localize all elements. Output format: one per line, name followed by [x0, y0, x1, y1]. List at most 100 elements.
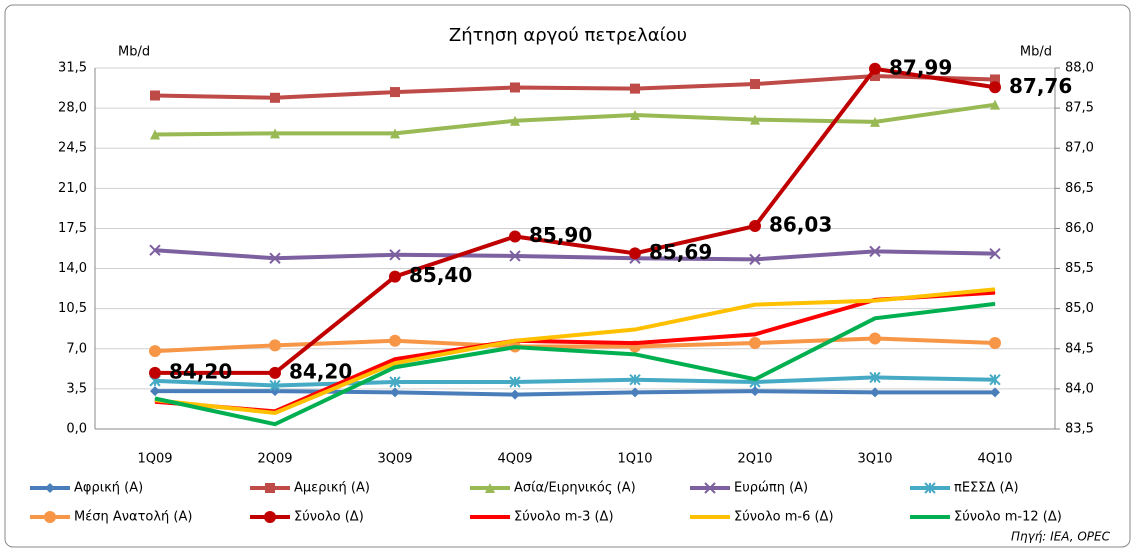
data-point — [509, 250, 521, 262]
data-point — [749, 253, 761, 266]
legend-marker — [924, 482, 936, 494]
y2-tick-label: 84,5 — [1065, 341, 1094, 356]
data-point — [514, 340, 516, 342]
data-label: 87,76 — [1009, 74, 1072, 98]
data-point — [869, 332, 881, 345]
y-tick-label: 24,5 — [58, 141, 87, 156]
y2-tick-label: 83,5 — [1065, 422, 1094, 437]
chart-title: Ζήτηση αργού πετρελαίου — [449, 25, 687, 46]
x-tick-label: 1Q09 — [137, 452, 172, 467]
data-point — [754, 304, 756, 306]
legend-marker — [265, 483, 275, 493]
data-point — [750, 114, 760, 125]
data-point — [634, 342, 636, 344]
legend-marker — [264, 511, 276, 523]
y-tick-label: 21,0 — [58, 181, 87, 196]
data-point — [630, 83, 640, 94]
data-label: 84,20 — [169, 359, 232, 383]
legend-label: Αμερική (Α) — [294, 481, 370, 496]
data-point — [634, 353, 636, 355]
legend-marker — [485, 483, 495, 493]
data-point — [990, 387, 1000, 398]
y-tick-label: 31,5 — [58, 61, 87, 76]
data-label: 87,99 — [889, 55, 952, 79]
data-point — [150, 386, 160, 397]
data-point — [994, 288, 996, 290]
data-label: 85,90 — [529, 223, 592, 247]
data-label: 85,69 — [649, 240, 712, 264]
legend-label: Σύνολο m-12 (Δ) — [954, 510, 1062, 525]
data-point — [149, 244, 161, 256]
data-point — [394, 362, 396, 364]
data-point — [390, 128, 400, 139]
series-line — [154, 336, 996, 354]
data-point — [389, 376, 401, 388]
data-point — [390, 87, 400, 98]
data-point — [150, 90, 160, 101]
series-line — [154, 74, 996, 100]
data-label: 84,20 — [289, 359, 352, 383]
legend-label: Σύνολο (Δ) — [294, 510, 364, 525]
data-label: 86,03 — [769, 213, 832, 237]
data-point — [269, 252, 281, 264]
legend-marker — [45, 483, 55, 493]
data-point — [994, 292, 996, 294]
data-point — [989, 247, 1001, 260]
y2-tick-label: 86,0 — [1065, 221, 1094, 236]
y2-tick-label: 85,0 — [1065, 301, 1094, 316]
data-point — [509, 230, 521, 243]
y-tick-label: 0,0 — [66, 422, 87, 437]
x-tick-label: 3Q09 — [377, 452, 412, 467]
data-point — [749, 220, 761, 233]
y-tick-label: 3,5 — [66, 381, 87, 396]
series-line — [154, 375, 996, 388]
data-point — [869, 62, 881, 75]
y2-tick-label: 87,5 — [1065, 101, 1094, 116]
data-point — [514, 346, 516, 348]
source: Πηγή: IEA, OPEC — [1011, 530, 1111, 544]
y2-tick-label: 84,0 — [1065, 381, 1094, 396]
data-point — [274, 412, 276, 414]
chart-frame — [4, 4, 1131, 548]
data-point — [390, 387, 400, 398]
x-tick-label: 2Q10 — [737, 452, 772, 467]
legend-label: πΕΣΣΔ (Α) — [954, 481, 1019, 496]
series-line — [154, 248, 996, 262]
legend-label: Σύνολο m-3 (Δ) — [514, 510, 614, 525]
data-point — [270, 92, 280, 103]
data-point — [149, 345, 161, 358]
data-point — [510, 389, 520, 400]
legend-label: Ευρώπη (Α) — [734, 481, 808, 496]
x-tick-label: 1Q10 — [617, 452, 652, 467]
data-point — [754, 378, 756, 380]
data-point — [269, 366, 281, 379]
x-tick-label: 3Q10 — [857, 452, 892, 467]
data-point — [389, 249, 401, 261]
data-point — [510, 115, 520, 126]
data-point — [270, 128, 280, 139]
data-point — [509, 376, 521, 388]
legend-marker — [44, 511, 56, 523]
y-tick-label: 17,5 — [58, 221, 87, 236]
data-point — [989, 374, 1001, 386]
data-point — [634, 329, 636, 331]
y2-tick-label: 86,5 — [1065, 181, 1094, 196]
data-point — [269, 339, 281, 352]
data-point — [994, 303, 996, 305]
legend-label: Μέση Ανατολή (Α) — [74, 510, 192, 525]
x-tick-label: 4Q09 — [497, 452, 532, 467]
data-point — [150, 129, 160, 140]
y-tick-label: 28,0 — [58, 101, 87, 116]
data-point — [869, 371, 881, 384]
legend-label: Ασία/Ειρηνικός (Α) — [514, 481, 636, 496]
y-tick-label: 7,0 — [66, 341, 87, 356]
y-tick-label: 14,0 — [58, 261, 87, 276]
data-point — [629, 374, 641, 386]
data-point — [989, 81, 1001, 94]
data-point — [870, 387, 880, 398]
series-line — [155, 389, 995, 397]
data-point — [630, 387, 640, 398]
y2-tick-label: 85,5 — [1065, 261, 1094, 276]
series-line — [154, 102, 996, 137]
